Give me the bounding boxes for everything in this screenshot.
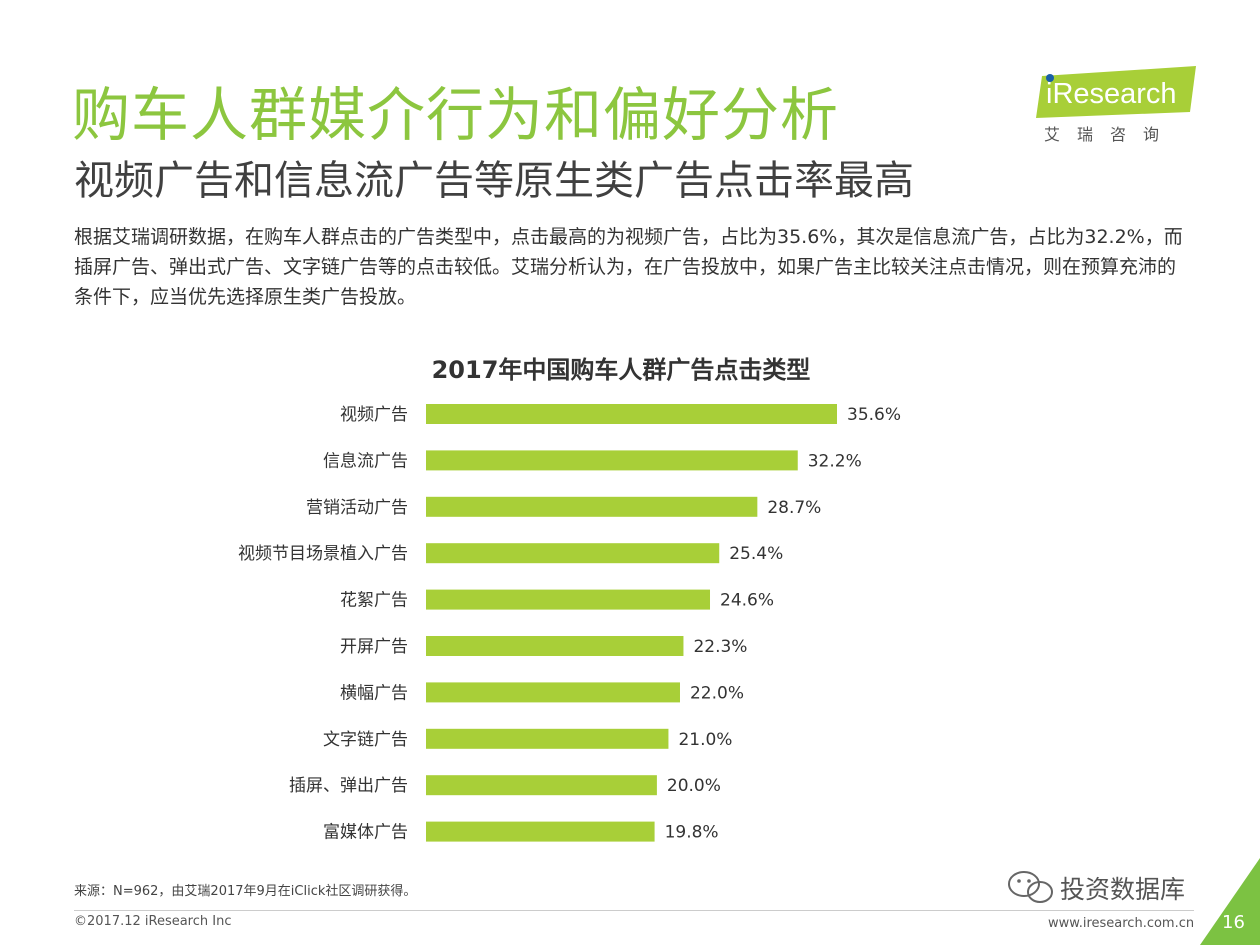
bar (426, 450, 798, 471)
value-label: 25.4% (729, 544, 783, 564)
website-url: www.iresearch.com.cn (1048, 916, 1195, 931)
value-label: 20.0% (667, 776, 721, 796)
watermark: 投资数据库 (1004, 866, 1222, 906)
watermark-text: 投资数据库 (1060, 875, 1186, 904)
bar (426, 682, 680, 703)
iresearch-logo: iResearch 艾瑞咨询 (1036, 64, 1201, 144)
bar (426, 821, 655, 842)
category-label: 信息流广告 (323, 451, 408, 471)
category-label: 横幅广告 (340, 683, 408, 703)
corner-decoration (1200, 858, 1260, 945)
page-title: 购车人群媒介行为和偏好分析 (72, 81, 840, 149)
logo-chinese-name: 艾瑞咨询 (1044, 125, 1177, 144)
wechat-icon (1008, 871, 1053, 903)
source-note: 来源：N=962，由艾瑞2017年9月在iClick社区调研获得。 (74, 884, 417, 899)
value-label: 22.3% (693, 637, 747, 657)
category-label: 视频广告 (340, 405, 408, 425)
value-label: 19.8% (665, 823, 719, 843)
value-label: 24.6% (720, 591, 774, 611)
bar (426, 589, 711, 610)
category-label: 文字链广告 (323, 730, 408, 750)
value-label: 21.0% (678, 730, 732, 750)
chart-title: 2017年中国购车人群广告点击类型 (432, 356, 811, 384)
category-label: 富媒体广告 (323, 823, 408, 843)
footer-divider (74, 910, 1194, 911)
page-subtitle: 视频广告和信息流广告等原生类广告点击率最高 (74, 158, 914, 204)
bar-group: 视频广告 35.6% 信息流广告 32.2% 营销活动广告 28.7% 视频节目场景植入广告… (238, 404, 901, 843)
bar (426, 543, 720, 564)
logo-text: iResearch (1046, 78, 1177, 110)
value-label: 22.0% (690, 683, 744, 703)
bar (426, 636, 684, 656)
bar (426, 728, 669, 749)
bar (426, 496, 758, 517)
category-label: 插屏、弹出广告 (289, 776, 408, 796)
bar-chart: 2017年中国购车人群广告点击类型 视频广告 35.6% 信息流广告 32.2% 营销活… (238, 356, 901, 843)
intro-paragraph: 根据艾瑞调研数据，在购车人群点击的广告类型中，点击最高的为视频广告，占比为35.… (74, 226, 1183, 308)
value-label: 35.6% (847, 405, 901, 425)
category-label: 视频节目场景植入广告 (238, 544, 408, 564)
category-label: 营销活动广告 (306, 498, 408, 518)
page-number: 16 (1222, 912, 1245, 933)
category-label: 开屏广告 (340, 637, 408, 657)
copyright: ©2017.12 iResearch Inc (74, 914, 232, 929)
logo-badge-icon (1036, 66, 1196, 118)
category-label: 花絮广告 (340, 591, 408, 611)
value-label: 32.2% (808, 451, 862, 471)
value-label: 28.7% (767, 498, 821, 518)
bar (426, 404, 837, 424)
bar (426, 775, 657, 796)
